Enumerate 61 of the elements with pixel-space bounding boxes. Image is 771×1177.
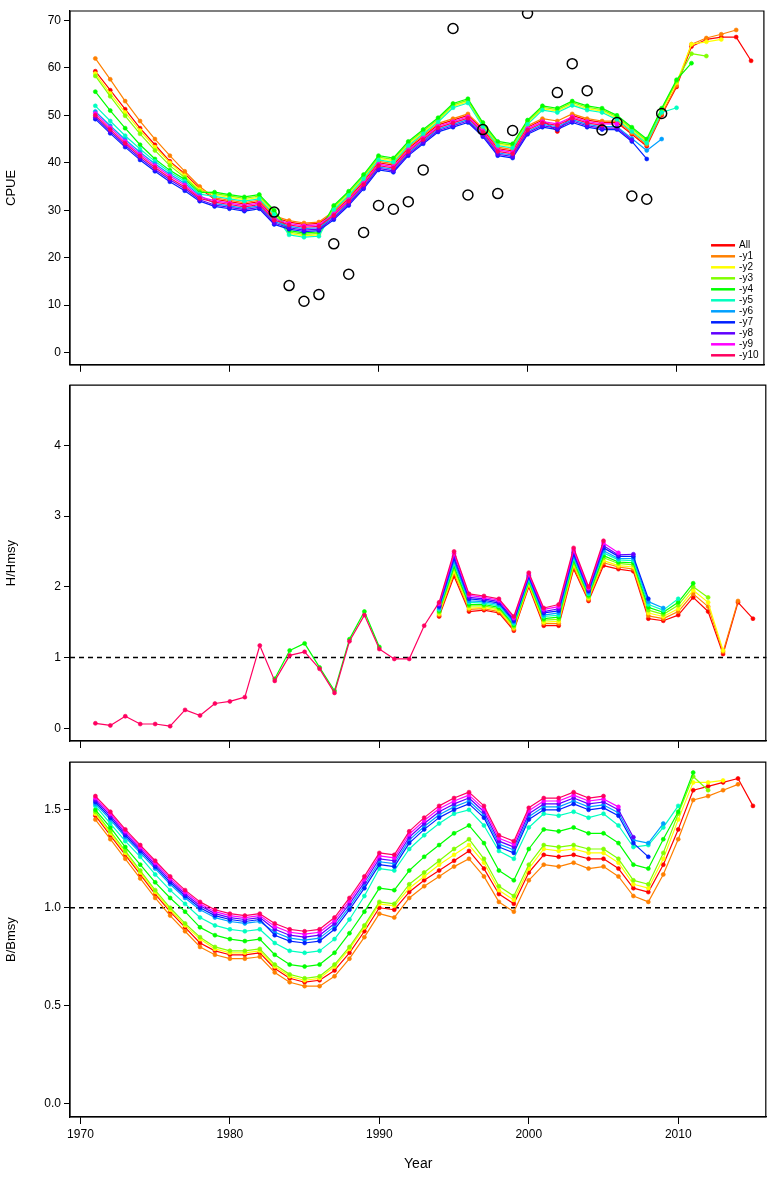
point [477,123,489,136]
y-tick-label: 3 [54,508,62,523]
legend-label: -y3 [739,272,754,284]
x-tick-label: 2010 [664,1126,692,1141]
y-tick-label: 4 [54,437,62,452]
point [342,268,355,280]
y-tick-label: 60 [47,60,62,75]
legend-label: -y6 [739,305,754,317]
point [566,57,578,70]
legend-label: -y7 [739,316,754,328]
point [596,124,608,136]
point [298,295,310,307]
y-tick-label: 20 [47,249,62,264]
point [641,193,653,206]
y-axis-title: CPUE [3,169,19,206]
x-tick-label: 1980 [216,1126,244,1141]
legend-label: -y1 [739,250,754,262]
y-tick-label: 1 [54,649,62,664]
y-tick-label: 10 [47,297,62,312]
point [462,189,474,201]
point [268,206,280,218]
x-axis-title: Year [404,1155,433,1172]
point [581,84,593,97]
x-tick-label: 2000 [515,1126,543,1141]
point [387,203,400,215]
point [328,238,340,250]
y-tick-label: 30 [47,202,62,217]
point [402,195,415,208]
y-tick-label: 0 [54,344,62,359]
y-tick-label: 0.0 [44,1095,62,1110]
legend-label: -y10 [739,349,759,361]
x-tick-label: 1990 [365,1126,394,1141]
point [357,226,370,239]
legend-label: -y5 [739,294,754,306]
point [655,107,668,120]
y-tick-label: 1.5 [44,802,62,817]
y-tick-label: 40 [47,155,62,170]
point [611,116,623,129]
y-tick-label: 2 [54,579,62,594]
point [283,279,295,292]
y-tick-label: 50 [47,107,62,122]
y-tick-label: 1.0 [44,900,62,915]
legend-label: -y8 [739,327,754,339]
y-axis-title: H/Hmsy [3,539,19,587]
y-tick-label: 70 [47,12,62,27]
legend-label: -y2 [739,261,754,273]
point [626,190,638,202]
y-tick-label: 0 [54,720,62,735]
y-axis-title: B/Bmsy [3,916,19,962]
point [551,86,564,99]
point [447,22,459,35]
x-tick-label: 1970 [67,1126,95,1141]
point [372,199,385,212]
legend-label: All [739,239,751,251]
point [491,187,504,200]
legend-label: -y4 [739,283,754,295]
point [313,288,325,301]
point [506,124,519,137]
point [417,164,429,176]
y-tick-label: 0.5 [44,998,62,1013]
legend-label: -y9 [739,338,754,350]
